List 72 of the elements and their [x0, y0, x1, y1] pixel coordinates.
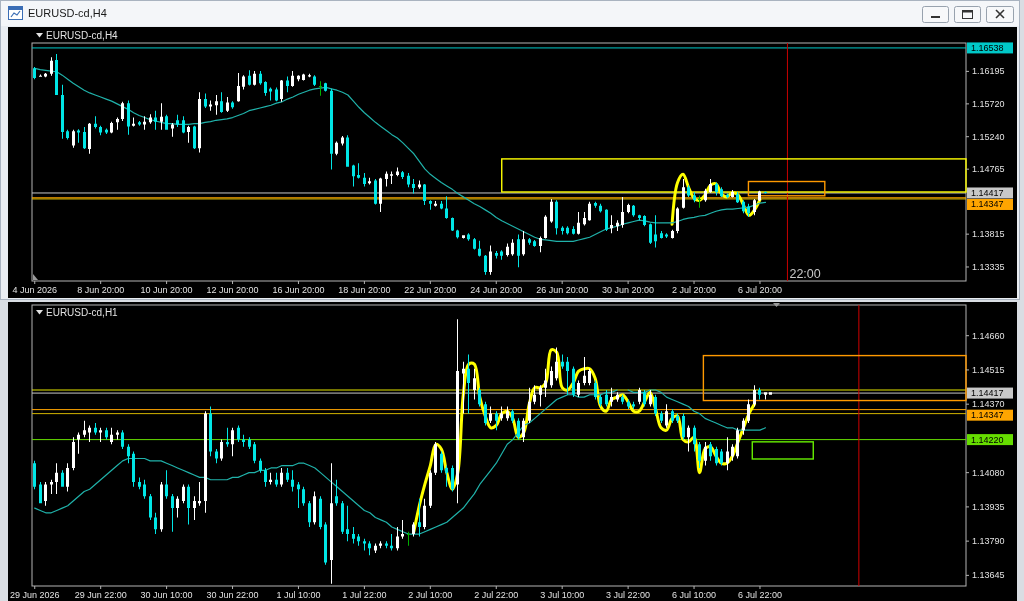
candlestick — [379, 541, 382, 549]
x-tick-label: 6 Jul 20:00 — [737, 285, 782, 295]
ref-line-label: 1.14347 — [971, 199, 1004, 210]
candlestick — [269, 87, 272, 101]
y-tick-label: 1.15720 — [972, 98, 1005, 109]
x-tick-label: 29 Jun 22:00 — [74, 590, 127, 600]
x-tick-label: 22 Jun 20:00 — [404, 285, 457, 295]
y-tick-label: 1.13815 — [972, 229, 1005, 240]
x-tick-label: 26 Jun 20:00 — [536, 285, 589, 295]
x-tick-label: 18 Jun 20:00 — [338, 285, 391, 295]
candlestick — [698, 195, 701, 208]
ref-line-label: 1.14417 — [971, 388, 1004, 399]
x-tick-label: 30 Jun 22:00 — [206, 590, 259, 600]
annotation: 22:00 — [789, 267, 821, 281]
candlestick — [99, 427, 102, 442]
x-tick-label: 29 Jun 2026 — [9, 590, 60, 600]
candlestick — [209, 100, 212, 111]
candlestick — [769, 392, 772, 395]
candlestick — [385, 541, 388, 549]
candlestick — [764, 392, 767, 400]
x-tick-label: 2 Jul 10:00 — [408, 590, 453, 600]
x-tick-label: 6 Jul 10:00 — [672, 590, 717, 600]
candlestick — [198, 482, 201, 506]
chart-subtitle: EURUSD-cd,H4 — [46, 30, 119, 41]
y-tick-label: 1.15240 — [972, 131, 1005, 142]
x-tick-label: 4 Jun 2026 — [12, 285, 58, 295]
candlestick — [357, 163, 360, 179]
y-tick-label: 1.14515 — [972, 364, 1005, 375]
y-tick-label: 1.14660 — [972, 330, 1005, 341]
candlestick — [319, 81, 322, 96]
candlestick — [390, 171, 393, 184]
ref-line-label: 1.16538 — [971, 42, 1004, 53]
line-series — [412, 348, 756, 534]
x-tick-label: 24 Jun 20:00 — [470, 285, 523, 295]
chart-title: EURUSD-cd,H4 — [28, 7, 107, 19]
x-tick-label: 10 Jun 20:00 — [140, 285, 193, 295]
ref-line-label: 1.14417 — [971, 187, 1004, 198]
x-tick-label: 8 Jun 20:00 — [77, 285, 125, 295]
candlestick — [632, 401, 635, 409]
x-tick-label: 30 Jun 20:00 — [602, 285, 655, 295]
x-tick-label: 3 Jul 10:00 — [540, 590, 585, 600]
candlestick — [77, 129, 80, 143]
x-tick-label: 30 Jun 10:00 — [140, 590, 193, 600]
candlestick — [39, 74, 42, 77]
line-series — [34, 67, 767, 242]
ref-line-label: 1.14347 — [971, 410, 1004, 421]
candlestick — [462, 361, 465, 414]
line-series — [670, 172, 762, 226]
y-tick-label: 1.13335 — [972, 261, 1005, 272]
x-tick-label: 3 Jul 22:00 — [606, 590, 651, 600]
chart-subtitle: EURUSD-cd,H1 — [46, 307, 119, 318]
x-tick-label: 6 Jul 22:00 — [737, 590, 782, 600]
candlestick — [418, 498, 421, 537]
y-tick-label: 1.14765 — [972, 164, 1005, 175]
y-tick-label: 1.13790 — [972, 536, 1005, 547]
x-tick-label: 1 Jul 22:00 — [342, 590, 387, 600]
candlestick — [346, 505, 349, 542]
y-tick-label: 1.16195 — [972, 66, 1005, 77]
y-tick-label: 1.13645 — [972, 570, 1005, 581]
y-tick-label: 1.14080 — [972, 467, 1005, 478]
y-tick-label: 1.14370 — [972, 399, 1005, 410]
candlestick — [665, 233, 668, 238]
x-tick-label: 2 Jul 22:00 — [474, 590, 519, 600]
ref-line-label: 1.14220 — [971, 434, 1004, 445]
candlestick — [297, 482, 300, 509]
candlestick — [407, 531, 410, 546]
x-tick-label: 12 Jun 20:00 — [206, 285, 259, 295]
x-tick-label: 16 Jun 20:00 — [272, 285, 325, 295]
x-tick-label: 2 Jul 20:00 — [672, 285, 717, 295]
y-tick-label: 1.13935 — [972, 501, 1005, 512]
x-tick-label: 1 Jul 10:00 — [276, 590, 321, 600]
candlestick — [160, 103, 163, 130]
